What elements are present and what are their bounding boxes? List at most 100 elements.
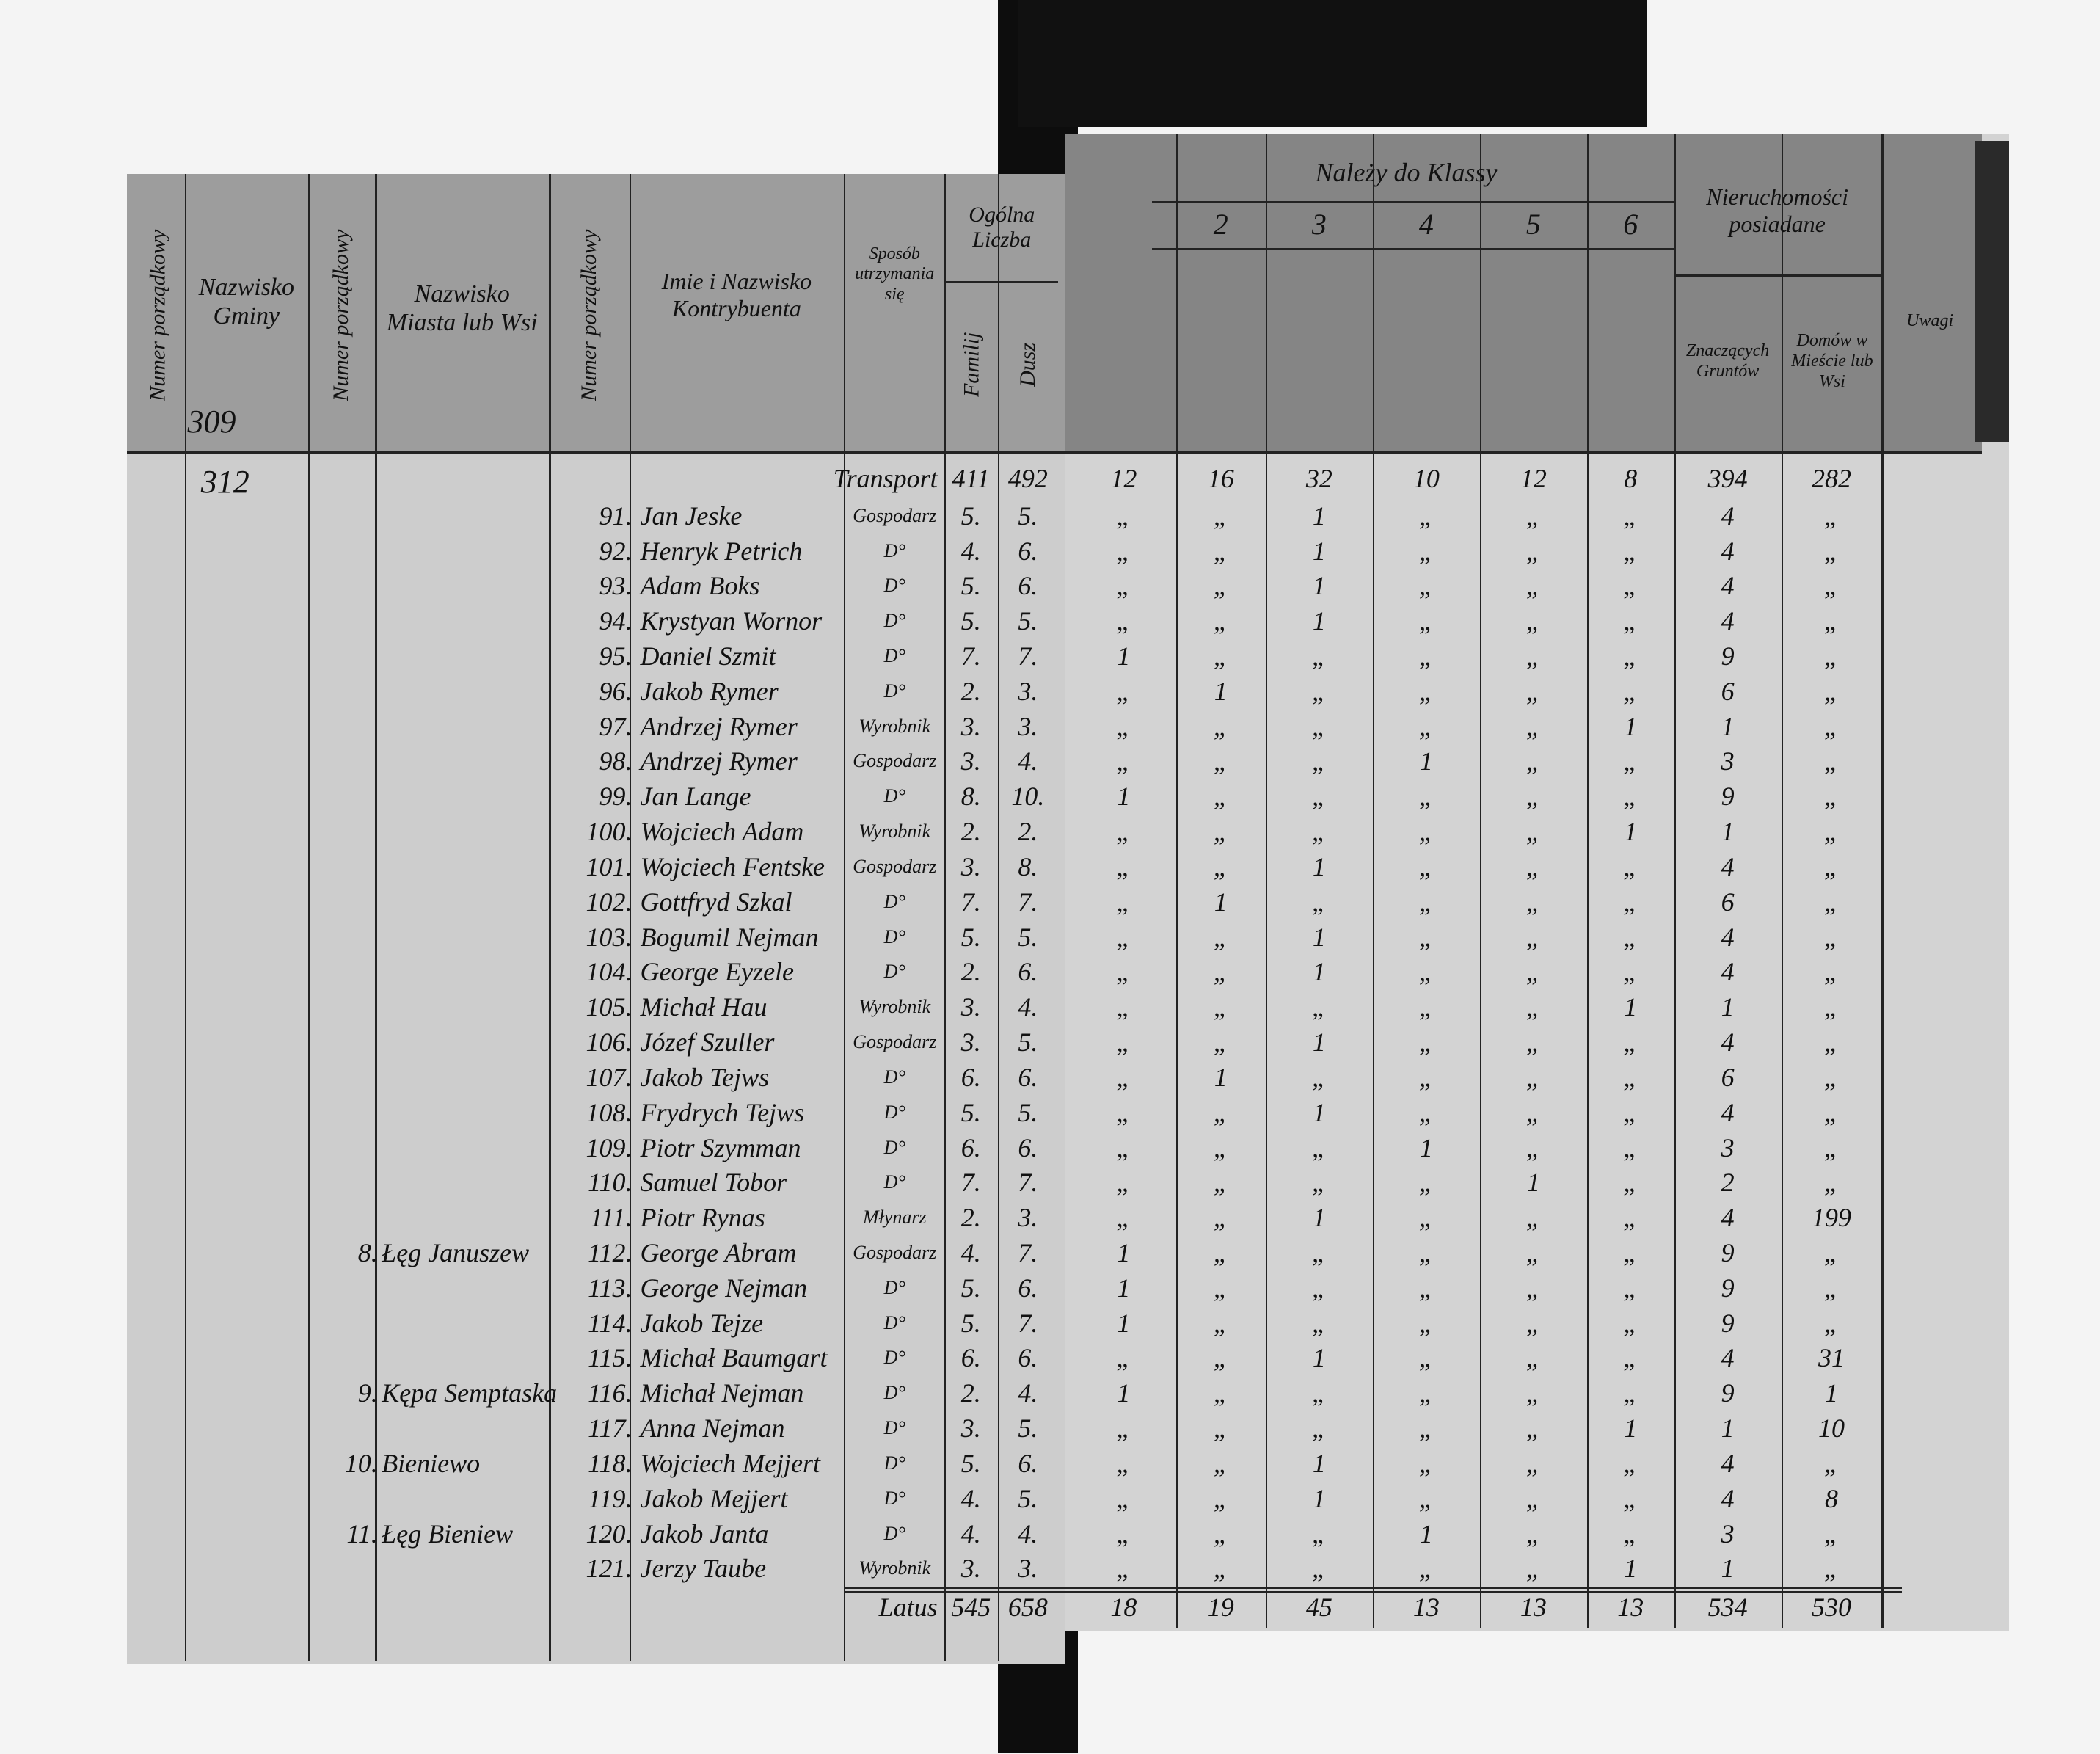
contributor-name: George Abram: [640, 1237, 797, 1267]
rule: [629, 174, 632, 1662]
header-cell: Nieruchomości posiadane: [1706, 183, 1848, 237]
row-number: 109.: [586, 1132, 632, 1162]
row-number: 120.: [586, 1518, 632, 1549]
houses: „: [1824, 1518, 1840, 1549]
right-page-edge: [1975, 140, 2009, 443]
class-count: „: [1525, 571, 1541, 601]
houses: 199: [1812, 1203, 1852, 1233]
class-count: „: [1116, 606, 1131, 636]
class-count: „: [1525, 1554, 1541, 1584]
occupation: D°: [883, 610, 905, 632]
class-count: „: [1418, 817, 1434, 847]
header-cell: Numer porządkowy: [145, 228, 170, 401]
class-count: „: [1623, 746, 1638, 776]
class-count: „: [1116, 922, 1131, 952]
families: 5.: [960, 1097, 981, 1127]
class-count: „: [1525, 1413, 1541, 1444]
class-count: „: [1525, 1203, 1541, 1233]
class-count: „: [1623, 501, 1638, 531]
land: 4: [1721, 606, 1735, 636]
row-number: 103.: [586, 922, 632, 952]
houses: „: [1824, 957, 1840, 987]
page-number: 312: [200, 464, 249, 501]
row-number: 115.: [588, 1343, 632, 1373]
houses: „: [1824, 992, 1840, 1022]
class-count: „: [1525, 992, 1541, 1022]
houses: „: [1824, 851, 1840, 881]
contributor-name: Jan Jeske: [640, 501, 743, 531]
houses: „: [1824, 501, 1840, 531]
land: 1: [1721, 992, 1735, 1022]
class-count: „: [1525, 887, 1541, 917]
land: 9: [1721, 1237, 1735, 1267]
binding-clip: [1018, 0, 1648, 128]
houses: 1: [1825, 1378, 1839, 1408]
class-count: „: [1213, 641, 1228, 671]
row-number: 104.: [586, 957, 632, 987]
occupation: D°: [883, 645, 905, 666]
land: 9: [1721, 641, 1735, 671]
class-count: „: [1623, 606, 1638, 636]
contributor-name: Adam Boks: [640, 571, 760, 601]
class-count: 1: [1624, 711, 1638, 741]
souls: 3.: [1018, 676, 1038, 706]
class-count: „: [1116, 1097, 1131, 1127]
class-count: „: [1311, 676, 1327, 706]
families: 2.: [960, 1378, 981, 1408]
souls: 5.: [1018, 1413, 1038, 1444]
class-count: „: [1623, 1062, 1638, 1092]
class-count: „: [1213, 711, 1228, 741]
land: 9: [1721, 1273, 1735, 1303]
occupation: D°: [883, 1382, 905, 1404]
class-count: „: [1311, 746, 1327, 776]
class-count: „: [1525, 641, 1541, 671]
houses: „: [1824, 1273, 1840, 1303]
families: 545: [951, 1593, 991, 1623]
families: 6.: [960, 1343, 981, 1373]
occupation: D°: [883, 539, 905, 561]
souls: 5.: [1018, 1027, 1038, 1058]
row-number: 110.: [588, 1168, 632, 1198]
class-count: „: [1116, 1483, 1131, 1513]
class-count: 12: [1520, 463, 1547, 493]
class-count: „: [1525, 1343, 1541, 1373]
occupation: D°: [883, 1452, 905, 1474]
class-count: 1: [1312, 606, 1326, 636]
land: 3: [1721, 1518, 1735, 1549]
class-count: „: [1623, 1448, 1638, 1478]
souls: 3.: [1018, 1203, 1038, 1233]
class-count: „: [1525, 1483, 1541, 1513]
houses: „: [1824, 1308, 1840, 1338]
souls: 4.: [1018, 1378, 1038, 1408]
class-count: 1: [1312, 922, 1326, 952]
families: 2.: [960, 957, 981, 987]
left-header-band: [127, 174, 1065, 452]
class-count: „: [1213, 606, 1228, 636]
class-count: 1: [1117, 1273, 1131, 1303]
row-number: 102.: [586, 887, 632, 917]
souls: 6.: [1018, 1132, 1038, 1162]
souls: 3.: [1018, 711, 1038, 741]
land: 534: [1707, 1593, 1748, 1623]
land: 6: [1721, 676, 1735, 706]
row-number: 107.: [586, 1062, 632, 1092]
houses: „: [1824, 676, 1840, 706]
souls: 5.: [1018, 606, 1038, 636]
class-count: „: [1418, 1413, 1434, 1444]
header-cell: Należy do Klassy: [1315, 157, 1498, 187]
class-count: 1: [1117, 641, 1131, 671]
class-count: „: [1418, 571, 1434, 601]
class-count: „: [1213, 1554, 1228, 1584]
class-count: 18: [1110, 1593, 1137, 1623]
class-count: „: [1623, 1518, 1638, 1549]
class-count: 1: [1312, 1448, 1326, 1478]
class-count: „: [1418, 1273, 1434, 1303]
class-count: 1: [1624, 1413, 1638, 1444]
row-number: 99.: [599, 782, 632, 812]
header-cell: Imie i Nazwisko Kontrybuenta: [661, 267, 812, 321]
souls: 6.: [1018, 536, 1038, 566]
class-count: „: [1623, 1097, 1638, 1127]
families: 5.: [960, 571, 981, 601]
rule: [843, 174, 846, 1662]
